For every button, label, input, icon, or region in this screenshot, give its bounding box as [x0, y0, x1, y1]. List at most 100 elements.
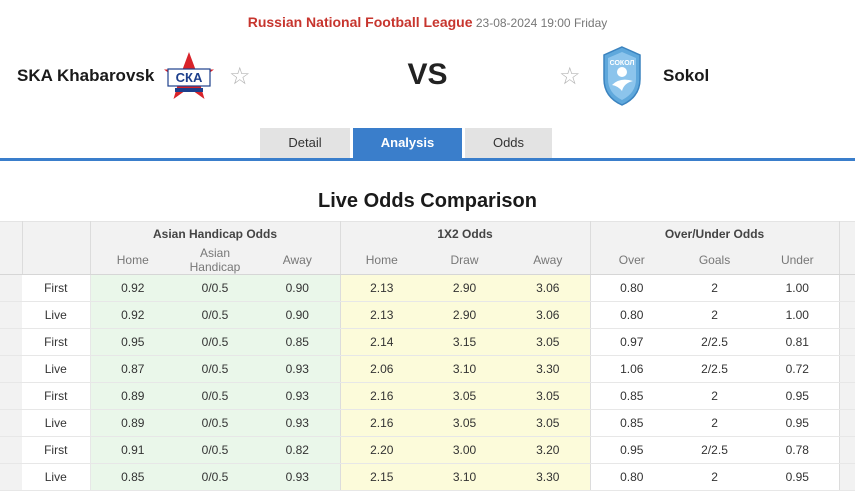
- table-row[interactable]: Live 0.92 0/0.5 0.90 2.13 2.90 3.06 0.80…: [0, 301, 855, 329]
- row-label: Live: [22, 463, 91, 491]
- ah-handicap: 0/0.5: [175, 382, 255, 410]
- row-marker: [0, 382, 22, 410]
- ou-over-odds: 1.06: [590, 355, 674, 383]
- ou-under-odds: 1.00: [756, 274, 840, 302]
- subheader-ah-handicap: Asian Handicap: [175, 246, 255, 275]
- ah-home-odds: 0.87: [90, 355, 175, 383]
- ou-over-odds: 0.85: [590, 382, 674, 410]
- ou-goals: 2: [673, 274, 757, 302]
- ah-home-odds: 0.95: [90, 328, 175, 356]
- row-marker: [0, 301, 22, 329]
- x12-away-odds: 3.20: [506, 436, 591, 464]
- away-team-name[interactable]: Sokol: [663, 66, 710, 85]
- ah-away-odds: 0.93: [255, 382, 341, 410]
- ou-over-odds: 0.80: [590, 463, 674, 491]
- ah-handicap: 0/0.5: [175, 463, 255, 491]
- subheader-ah-away: Away: [255, 246, 341, 275]
- match-tabs: Detail Analysis Odds: [260, 128, 555, 158]
- table-row[interactable]: First 0.95 0/0.5 0.85 2.14 3.15 3.05 0.9…: [0, 328, 855, 356]
- tab-odds[interactable]: Odds: [465, 128, 552, 158]
- ou-under-odds: 0.95: [756, 409, 840, 437]
- x12-away-odds: 3.05: [506, 409, 591, 437]
- subheader-ou-under: Under: [756, 246, 840, 275]
- ou-over-odds: 0.80: [590, 301, 674, 329]
- ou-under-odds: 0.72: [756, 355, 840, 383]
- section-title: Live Odds Comparison: [318, 190, 537, 212]
- ou-over-odds: 0.85: [590, 409, 674, 437]
- away-team-logo: СОКОЛ: [603, 46, 641, 106]
- x12-draw-odds: 2.90: [423, 301, 507, 329]
- ah-away-odds: 0.93: [255, 463, 341, 491]
- table-row[interactable]: First 0.91 0/0.5 0.82 2.20 3.00 3.20 0.9…: [0, 436, 855, 464]
- x12-away-odds: 3.05: [506, 382, 591, 410]
- ou-under-odds: 1.00: [756, 301, 840, 329]
- x12-away-odds: 3.30: [506, 463, 591, 491]
- ah-away-odds: 0.85: [255, 328, 341, 356]
- subheader-corner: [0, 246, 23, 275]
- row-marker: [0, 355, 22, 383]
- table-group-header: Asian Handicap Odds 1X2 Odds Over/Under …: [0, 221, 855, 246]
- row-end: [839, 409, 855, 437]
- x12-draw-odds: 3.15: [423, 328, 507, 356]
- subheader-end: [839, 246, 855, 275]
- x12-draw-odds: 3.05: [423, 382, 507, 410]
- home-favorite-star-icon[interactable]: ☆: [229, 63, 251, 90]
- match-datetime: 23-08-2024 19:00 Friday: [475, 16, 608, 30]
- x12-draw-odds: 3.10: [423, 355, 507, 383]
- ah-home-odds: 0.92: [90, 274, 175, 302]
- x12-draw-odds: 3.00: [423, 436, 507, 464]
- header-corner: [0, 221, 23, 246]
- table-row[interactable]: Live 0.85 0/0.5 0.93 2.15 3.10 3.30 0.80…: [0, 463, 855, 491]
- x12-home-odds: 2.13: [340, 274, 424, 302]
- row-end: [839, 382, 855, 410]
- group-1x2: 1X2 Odds: [340, 221, 591, 246]
- row-marker: [0, 436, 22, 464]
- x12-draw-odds: 3.05: [423, 409, 507, 437]
- tab-detail[interactable]: Detail: [260, 128, 350, 158]
- league-name[interactable]: Russian National Football League: [247, 14, 473, 30]
- ah-handicap: 0/0.5: [175, 409, 255, 437]
- home-team-name[interactable]: SKA Khabarovsk: [17, 66, 155, 85]
- table-row[interactable]: First 0.92 0/0.5 0.90 2.13 2.90 3.06 0.8…: [0, 274, 855, 302]
- group-asian-handicap: Asian Handicap Odds: [90, 221, 341, 246]
- table-row[interactable]: First 0.89 0/0.5 0.93 2.16 3.05 3.05 0.8…: [0, 382, 855, 410]
- row-marker: [0, 463, 22, 491]
- ah-handicap: 0/0.5: [175, 436, 255, 464]
- ou-under-odds: 0.95: [756, 463, 840, 491]
- row-end: [839, 463, 855, 491]
- header-label-col: [22, 221, 91, 246]
- table-row[interactable]: Live 0.89 0/0.5 0.93 2.16 3.05 3.05 0.85…: [0, 409, 855, 437]
- ou-goals: 2/2.5: [673, 328, 757, 356]
- ah-away-odds: 0.90: [255, 301, 341, 329]
- tab-analysis[interactable]: Analysis: [353, 128, 462, 158]
- row-end: [839, 436, 855, 464]
- group-over-under: Over/Under Odds: [590, 221, 840, 246]
- row-label: First: [22, 328, 91, 356]
- home-logo-text: СКА: [176, 70, 203, 85]
- row-marker: [0, 409, 22, 437]
- x12-home-odds: 2.15: [340, 463, 424, 491]
- away-favorite-star-icon[interactable]: ☆: [559, 63, 581, 90]
- x12-home-odds: 2.06: [340, 355, 424, 383]
- ou-over-odds: 0.80: [590, 274, 674, 302]
- row-label: First: [22, 436, 91, 464]
- ou-goals: 2/2.5: [673, 355, 757, 383]
- ah-handicap: 0/0.5: [175, 301, 255, 329]
- ah-home-odds: 0.89: [90, 382, 175, 410]
- ou-under-odds: 0.95: [756, 382, 840, 410]
- row-label: Live: [22, 409, 91, 437]
- row-marker: [0, 274, 22, 302]
- match-info: Russian National Football League 23-08-2…: [0, 14, 855, 30]
- ah-handicap: 0/0.5: [175, 328, 255, 356]
- subheader-1x2-draw: Draw: [423, 246, 507, 275]
- row-label: First: [22, 274, 91, 302]
- x12-home-odds: 2.20: [340, 436, 424, 464]
- ah-home-odds: 0.92: [90, 301, 175, 329]
- x12-home-odds: 2.16: [340, 382, 424, 410]
- row-label: Live: [22, 301, 91, 329]
- row-end: [839, 355, 855, 383]
- table-row[interactable]: Live 0.87 0/0.5 0.93 2.06 3.10 3.30 1.06…: [0, 355, 855, 383]
- subheader-1x2-home: Home: [340, 246, 424, 275]
- x12-away-odds: 3.30: [506, 355, 591, 383]
- ah-away-odds: 0.93: [255, 409, 341, 437]
